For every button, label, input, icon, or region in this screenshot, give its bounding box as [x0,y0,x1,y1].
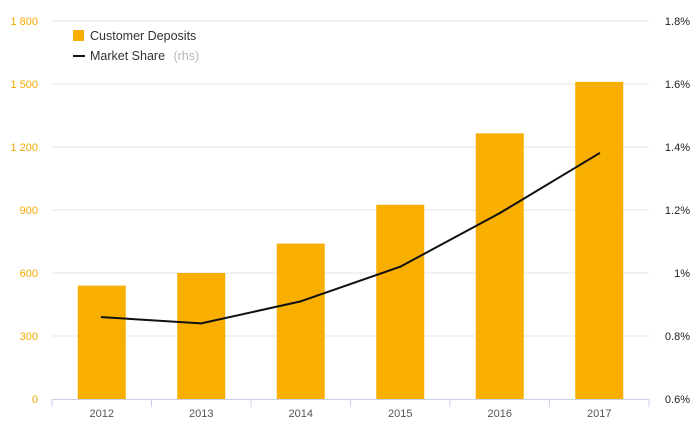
legend-label-market-share-name: Market Share [90,49,165,63]
x-tick-label: 2015 [388,408,412,420]
market-share-point-2015 [399,265,402,268]
bar-2015 [376,204,425,399]
bar-2016 [475,133,524,399]
x-tick-label: 2012 [90,408,114,420]
x-tick-label: 2017 [587,408,611,420]
right-tick-label: 0.8% [665,331,690,343]
left-tick-label: 0 [32,394,38,406]
market-share-point-2012 [100,316,103,319]
legend-label-market-share-suffix: (rhs) [173,49,199,63]
market-share-point-2016 [498,212,501,215]
right-tick-label: 1.4% [665,142,690,154]
left-y-axis: 0 300 600 900 1 200 1 500 1 800 [10,16,38,406]
x-tick-label: 2013 [189,408,213,420]
x-axis-labels: 2012 2013 2014 2015 2016 2017 [90,408,612,420]
bar-series-customer-deposits [77,81,624,400]
x-axis [51,399,650,407]
bar-2013 [177,273,226,399]
left-tick-label: 300 [20,331,38,343]
legend-swatch-customer-deposits [73,30,84,41]
bar-2014 [276,243,325,399]
legend-label-customer-deposits: Customer Deposits [90,29,196,43]
left-tick-label: 1 800 [10,16,38,28]
right-y-axis: 0.6% 0.8% 1% 1.2% 1.4% 1.6% 1.8% [665,16,690,406]
x-tick-label: 2016 [488,408,512,420]
right-tick-label: 1.6% [665,79,690,91]
bar-2012 [77,285,126,399]
left-tick-label: 900 [20,205,38,217]
right-tick-label: 1.2% [665,205,690,217]
legend-label-market-share: Market Share (rhs) [90,47,199,64]
x-tick-label: 2014 [289,408,313,420]
left-tick-label: 1 500 [10,79,38,91]
line-series-market-share [100,152,601,325]
gridlines [52,20,649,337]
market-share-point-2013 [200,322,203,325]
market-share-point-2014 [299,300,302,303]
legend: Customer Deposits Market Share (rhs) [73,29,199,64]
market-share-point-2017 [598,152,601,155]
left-tick-label: 1 200 [10,142,38,154]
left-tick-label: 600 [20,268,38,280]
right-tick-label: 1% [674,268,690,280]
right-tick-label: 0.6% [665,394,690,406]
right-tick-label: 1.8% [665,16,690,28]
market-share-line [101,152,600,325]
bar-2017 [575,81,624,400]
